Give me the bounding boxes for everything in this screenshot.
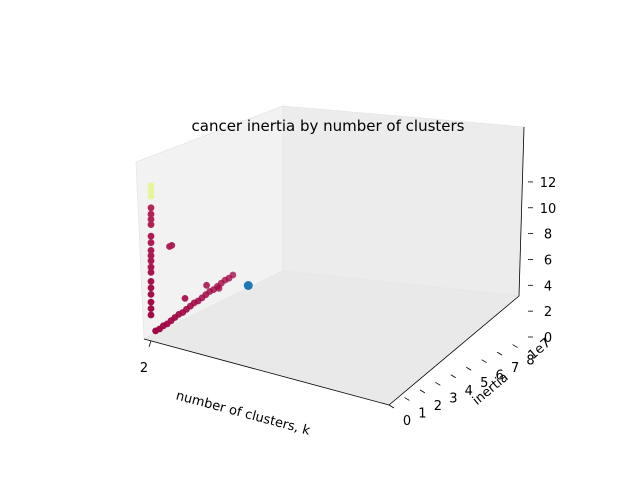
data-point-21 — [166, 243, 173, 250]
highlight-point — [243, 281, 253, 290]
y-tick-label-6: 6 — [496, 369, 504, 384]
data-point-33 — [147, 263, 155, 271]
chart-title: cancer inertia by number of clusters — [192, 117, 465, 135]
data-point-35 — [147, 252, 155, 259]
data-point-28 — [147, 298, 155, 306]
z-tick-label-1: 2 — [544, 305, 552, 320]
y-tick-label-1: 1 — [418, 406, 426, 421]
y-tick-mark-4 — [450, 374, 456, 379]
y-tick-mark-6 — [481, 359, 487, 364]
data-point-39 — [147, 221, 155, 229]
z-tick-label-6: 12 — [540, 176, 557, 191]
data-point-41 — [147, 210, 155, 218]
data-point-26 — [147, 311, 155, 319]
y-tick-label-0: 0 — [403, 414, 411, 429]
data-point-34 — [147, 257, 155, 265]
data-point-31 — [147, 278, 155, 285]
data-point-15 — [181, 295, 189, 302]
x-tick-label-0: 2 — [140, 361, 148, 376]
data-point-25 — [152, 327, 160, 335]
z-axis-line — [518, 126, 525, 297]
z-tick-label-0: 0 — [544, 331, 552, 346]
x-axis-line — [143, 338, 390, 406]
axis-lines — [143, 126, 525, 406]
y-tick-mark-3 — [435, 381, 441, 386]
z-tick-label-3: 6 — [544, 253, 552, 268]
highlight-layer — [243, 281, 253, 290]
y-tick-label-2: 2 — [434, 399, 442, 414]
data-point-8 — [203, 281, 211, 289]
y-axis-line — [388, 295, 520, 406]
y-tick-label-5: 5 — [480, 376, 488, 391]
data-point-37 — [147, 239, 155, 247]
y-tick-mark-8 — [512, 344, 518, 348]
data-points — [147, 182, 237, 335]
z-tick-label-2: 4 — [544, 279, 552, 294]
y-tick-mark-2 — [419, 389, 426, 394]
pane-back — [135, 105, 525, 406]
data-point-30 — [147, 284, 155, 292]
y-tick-label-3: 3 — [449, 391, 457, 406]
x-axis-label: number of clusters, k — [174, 388, 312, 438]
z-tick-label-5: 10 — [540, 202, 557, 217]
y-tick-mark-7 — [496, 351, 503, 356]
y-tick-mark-1 — [404, 397, 410, 401]
data-point-45 — [147, 182, 155, 190]
y-tick-mark-0 — [388, 404, 395, 409]
data-point-32 — [147, 269, 155, 276]
data-point-27 — [147, 305, 155, 312]
data-point-40 — [147, 216, 155, 223]
data-point-42 — [147, 204, 155, 212]
x-tick-mark-0 — [148, 340, 152, 348]
z-tick-label-4: 8 — [544, 228, 552, 243]
y-tick-label-8: 8 — [526, 354, 534, 369]
y-tick-label-7: 7 — [511, 361, 519, 376]
data-point-38 — [147, 232, 155, 240]
data-point-44 — [147, 187, 155, 195]
data-point-43 — [147, 192, 155, 200]
y-tick-label-4: 4 — [465, 384, 473, 399]
y-axis-label: inertia — [470, 370, 512, 408]
y-tick-mark-5 — [466, 366, 472, 371]
data-point-36 — [147, 247, 155, 254]
data-point-29 — [147, 291, 155, 298]
